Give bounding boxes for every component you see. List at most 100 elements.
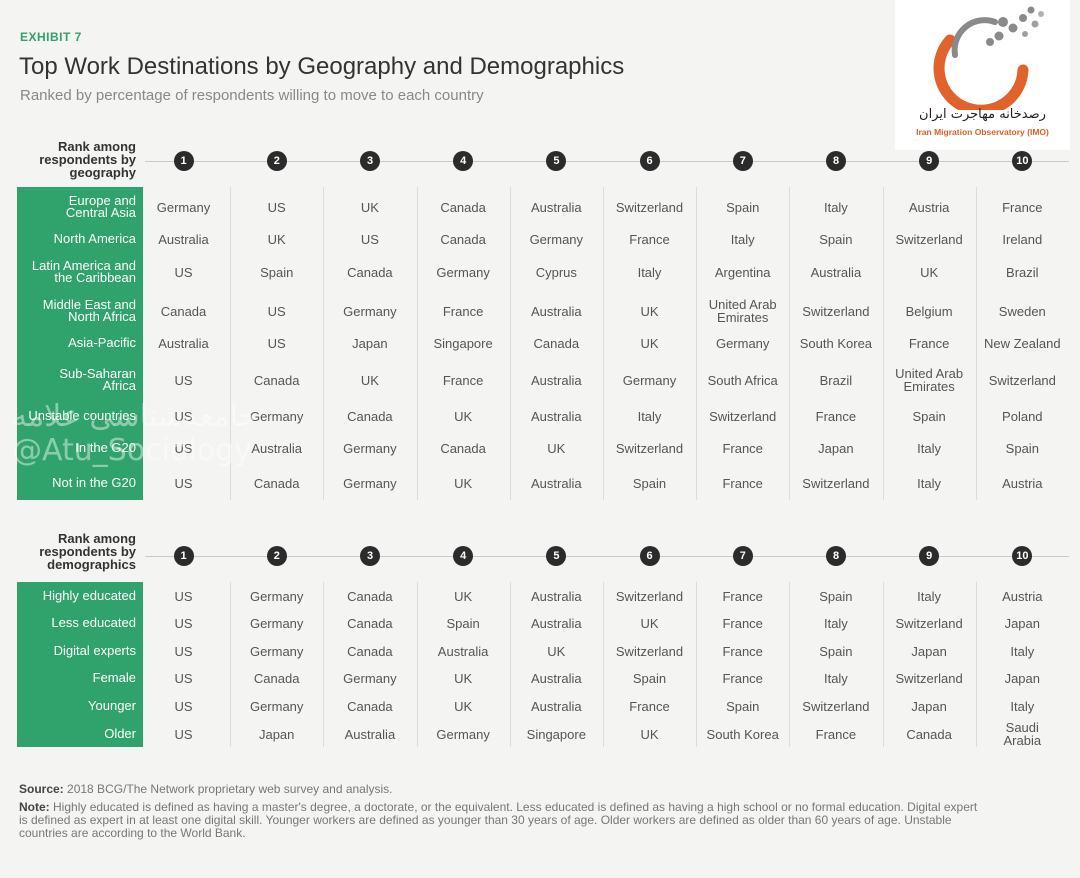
table-cell: Switzerland <box>789 297 882 325</box>
table-cell: France <box>417 366 510 394</box>
text-line: North America <box>53 231 136 246</box>
text-line: US <box>174 588 193 604</box>
column-divider <box>230 187 232 500</box>
text-line: Italy <box>730 231 755 247</box>
column-divider <box>416 187 418 500</box>
text-line: Australia <box>531 698 582 714</box>
text-lines: Germany <box>343 442 396 455</box>
text-line: Not in the G20 <box>52 475 136 490</box>
text-lines: New Zealand <box>984 337 1061 350</box>
text-lines: Ireland <box>1002 233 1042 246</box>
row-label: Digital experts <box>17 637 136 665</box>
text-line: Germany <box>622 372 677 388</box>
rank-badge-10: 10 <box>1012 546 1033 566</box>
text-line: Spain <box>260 264 294 280</box>
text-line: Australia <box>158 335 209 351</box>
table-cell: Singapore <box>510 720 603 748</box>
text-line: In the G20 <box>75 440 136 455</box>
text-line: South Korea <box>799 335 873 351</box>
table-cell: UK <box>510 637 603 665</box>
table-cell: Spain <box>789 225 882 253</box>
text-lines: Digital experts <box>54 644 136 657</box>
text-lines: Canada <box>347 617 393 630</box>
text-lines: Older <box>104 727 136 740</box>
table-cell: US <box>230 329 323 357</box>
table-cell: Italy <box>789 664 882 692</box>
text-line: Spain <box>446 615 480 631</box>
text-lines: Germany <box>343 305 396 318</box>
note-label: Note: <box>19 800 50 814</box>
table-cell: Italy <box>603 402 696 430</box>
table-cell: France <box>417 297 510 325</box>
text-lines: US <box>174 590 192 603</box>
table-cell: Japan <box>789 434 882 462</box>
text-line: Arabia <box>1003 733 1042 748</box>
text-line: Spain <box>632 670 667 686</box>
text-lines: United Arab Emirates <box>709 298 777 324</box>
text-line: Canada <box>440 231 486 247</box>
table-cell: Switzerland <box>789 469 882 497</box>
table-cell: South Korea <box>696 720 789 748</box>
text-line: France <box>442 372 484 388</box>
row-label: Asia-Pacific <box>17 329 136 357</box>
text-line: respondents by <box>39 544 136 559</box>
text-line: France <box>629 698 670 714</box>
text-lines: Australia <box>531 590 582 603</box>
table-cell: Switzerland <box>603 582 696 610</box>
table-cell: Canada <box>417 193 510 221</box>
table-cell: Australia <box>417 637 510 665</box>
column-divider <box>509 187 511 500</box>
table-cell: Italy <box>603 258 696 286</box>
table-cell: Australia <box>510 609 603 637</box>
table-cell: France <box>696 582 789 610</box>
table-cell: US <box>137 720 230 748</box>
text-line: US <box>174 440 193 456</box>
table-cell: France <box>696 609 789 637</box>
text-line: Switzerland <box>988 372 1056 388</box>
text-line: South Africa <box>707 372 778 388</box>
table-cell: Saudi Arabia <box>976 720 1069 748</box>
text-lines: US <box>174 672 192 685</box>
text-line: US <box>174 264 193 280</box>
text-line: Latin America and <box>31 258 136 273</box>
text-lines: Switzerland <box>709 410 776 423</box>
table-cell: US <box>137 434 230 462</box>
table-cell: UK <box>603 609 696 637</box>
text-line: Switzerland <box>895 670 963 686</box>
table-cell: Italy <box>789 609 882 637</box>
text-line: Cyprus <box>535 264 577 280</box>
table-cell: France <box>789 720 882 748</box>
text-line: US <box>174 698 193 714</box>
table-cell: Sweden <box>976 297 1069 325</box>
table-cell: Switzerland <box>789 692 882 720</box>
text-line: New Zealand <box>983 335 1061 351</box>
text-line: Germany <box>249 615 304 631</box>
text-lines: Australia <box>531 477 582 490</box>
text-lines: Canada <box>440 233 486 246</box>
text-line: US <box>267 335 286 351</box>
chart-title: Top Work Destinations by Geography and D… <box>19 53 625 80</box>
column-divider <box>882 187 884 500</box>
text-line: Emirates <box>903 379 955 394</box>
table-cell: UK <box>323 366 416 394</box>
text-lines: Singapore <box>433 337 492 350</box>
text-line: UK <box>640 335 659 351</box>
text-lines: UK <box>454 590 472 603</box>
text-line: Saudi <box>1005 720 1039 735</box>
text-line: Canada <box>253 372 300 388</box>
text-line: Australia <box>810 264 862 280</box>
rank-badge-4: 4 <box>453 151 474 171</box>
row-label: Less educated <box>17 609 136 637</box>
text-line: France <box>722 615 763 631</box>
text-line: France <box>815 408 857 424</box>
text-lines: Italy <box>917 442 941 455</box>
text-line: Less educated <box>51 615 136 630</box>
text-line: Spain <box>819 643 853 659</box>
table-cell: Canada <box>230 469 323 497</box>
text-line: Canada <box>440 199 486 215</box>
text-line: US <box>174 643 193 659</box>
text-lines: US <box>174 477 192 490</box>
column-divider <box>696 187 698 500</box>
text-lines: Poland <box>1002 410 1042 423</box>
text-line: demographics <box>47 557 136 572</box>
